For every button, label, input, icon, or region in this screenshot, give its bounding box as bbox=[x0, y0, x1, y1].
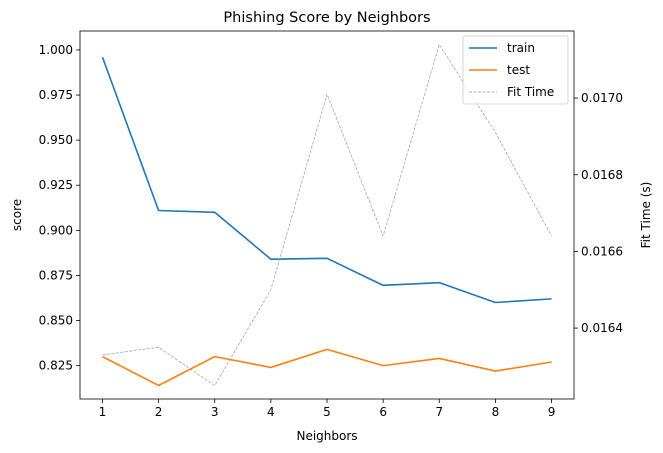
x-tick-label: 6 bbox=[379, 405, 387, 419]
x-tick-label: 5 bbox=[323, 405, 331, 419]
y-tick-label: 0.950 bbox=[39, 133, 73, 147]
y-tick-label: 0.875 bbox=[39, 268, 73, 282]
y2-tick-label: 0.0164 bbox=[581, 321, 623, 335]
x-tick-label: 3 bbox=[211, 405, 219, 419]
y2-tick-label: 0.0166 bbox=[581, 244, 623, 258]
x-tick-label: 1 bbox=[99, 405, 107, 419]
y2-axis-label: Fit Time (s) bbox=[639, 182, 653, 249]
y-tick-label: 0.850 bbox=[39, 314, 73, 328]
y-tick-label: 0.925 bbox=[39, 178, 73, 192]
x-tick-label: 8 bbox=[492, 405, 500, 419]
legend-box bbox=[462, 35, 569, 105]
y-axis-label: score bbox=[10, 199, 24, 231]
x-tick-label: 7 bbox=[435, 405, 443, 419]
y-tick-label: 0.975 bbox=[39, 88, 73, 102]
chart-title: Phishing Score by Neighbors bbox=[223, 10, 430, 26]
y2-ticks: 0.0164 0.0166 0.0168 0.0170 bbox=[574, 91, 623, 335]
legend-label-fit-time: Fit Time bbox=[507, 85, 554, 99]
y-ticks: 0.825 0.850 0.875 0.900 0.925 0.950 0.975 1.000 bbox=[39, 43, 80, 373]
series-line-train bbox=[101, 56, 552, 304]
x-ticks: 1 2 3 4 5 6 7 8 9 bbox=[99, 399, 556, 419]
x-tick-label: 9 bbox=[548, 405, 556, 419]
legend-label-test: test bbox=[507, 63, 530, 77]
y-tick-label: 0.900 bbox=[39, 223, 73, 237]
x-tick-label: 2 bbox=[155, 405, 163, 419]
y-tick-label: 0.825 bbox=[39, 359, 73, 373]
x-axis-label: Neighbors bbox=[296, 429, 357, 443]
legend: train test Fit Time bbox=[462, 35, 569, 105]
x-tick-label: 4 bbox=[267, 405, 275, 419]
series-line-test bbox=[102, 348, 552, 387]
legend-label-train: train bbox=[507, 41, 535, 55]
y-tick-label: 1.000 bbox=[39, 43, 73, 57]
y2-tick-label: 0.0168 bbox=[581, 168, 623, 182]
y2-tick-label: 0.0170 bbox=[581, 91, 623, 105]
